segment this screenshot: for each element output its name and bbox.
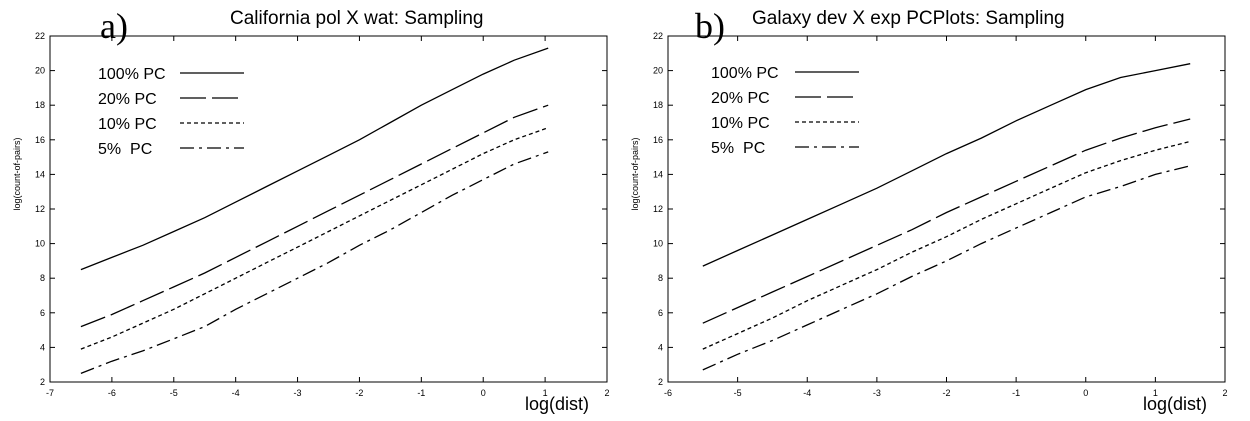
legend-label: 20% PC bbox=[711, 90, 770, 107]
series-line-3 bbox=[80, 151, 549, 375]
legend-label: 5% PC bbox=[711, 140, 765, 157]
y-tick-label: 6 bbox=[40, 308, 45, 318]
legend-label: 10% PC bbox=[98, 116, 157, 133]
plot-frame bbox=[49, 35, 608, 383]
x-tick-label: -5 bbox=[170, 388, 178, 398]
x-tick-label: -2 bbox=[942, 388, 950, 398]
y-tick-label: 16 bbox=[35, 135, 45, 145]
y-tick-label: 22 bbox=[35, 31, 45, 41]
x-tick-label: 0 bbox=[1083, 388, 1088, 398]
panel-label: a) bbox=[100, 6, 128, 46]
series-line-2 bbox=[702, 140, 1191, 350]
x-tick-label: 2 bbox=[1222, 388, 1227, 398]
y-tick-label: 8 bbox=[658, 273, 663, 283]
x-axis-label: log(dist) bbox=[1143, 394, 1207, 414]
y-tick-label: 14 bbox=[653, 169, 663, 179]
y-tick-label: 4 bbox=[658, 342, 663, 352]
legend-label: 100% PC bbox=[98, 66, 166, 83]
y-tick-label: 8 bbox=[40, 273, 45, 283]
legend-label: 5% PC bbox=[98, 141, 152, 158]
y-tick-label: 20 bbox=[653, 66, 663, 76]
series-line-0 bbox=[702, 63, 1191, 267]
x-tick-label: -4 bbox=[232, 388, 240, 398]
x-tick-label: -1 bbox=[1012, 388, 1020, 398]
y-tick-label: 10 bbox=[35, 239, 45, 249]
x-tick-label: 1 bbox=[543, 388, 548, 398]
x-tick-label: -6 bbox=[664, 388, 672, 398]
x-tick-label: -1 bbox=[417, 388, 425, 398]
y-tick-label: 2 bbox=[40, 377, 45, 387]
chart-title: California pol X wat: Sampling bbox=[230, 8, 483, 29]
y-tick-label: 14 bbox=[35, 169, 45, 179]
legend-label: 100% PC bbox=[711, 65, 779, 82]
chart-title: Galaxy dev X exp PCPlots: Sampling bbox=[752, 8, 1065, 29]
x-tick-label: -7 bbox=[46, 388, 54, 398]
panel-label: b) bbox=[695, 6, 725, 46]
plot-frame bbox=[667, 35, 1226, 383]
y-tick-label: 6 bbox=[658, 308, 663, 318]
y-tick-label: 20 bbox=[35, 66, 45, 76]
y-tick-label: 12 bbox=[35, 204, 45, 214]
series-line-1 bbox=[702, 118, 1191, 324]
x-tick-label: 2 bbox=[604, 388, 609, 398]
y-tick-label: 18 bbox=[35, 100, 45, 110]
x-tick-label: -3 bbox=[873, 388, 881, 398]
legend-label: 10% PC bbox=[711, 115, 770, 132]
x-axis-label: log(dist) bbox=[525, 394, 589, 414]
y-tick-label: 18 bbox=[653, 100, 663, 110]
legend-label: 20% PC bbox=[98, 91, 157, 108]
x-tick-label: -2 bbox=[355, 388, 363, 398]
series-line-1 bbox=[80, 104, 549, 328]
y-tick-label: 16 bbox=[653, 135, 663, 145]
x-tick-label: 1 bbox=[1153, 388, 1158, 398]
series-line-3 bbox=[702, 165, 1191, 371]
y-tick-label: 2 bbox=[658, 377, 663, 387]
x-tick-label: 0 bbox=[481, 388, 486, 398]
y-tick-label: 4 bbox=[40, 342, 45, 352]
x-tick-label: -6 bbox=[108, 388, 116, 398]
x-tick-label: -5 bbox=[734, 388, 742, 398]
y-tick-label: 10 bbox=[653, 239, 663, 249]
y-axis-label: log(count-of-pairs) bbox=[12, 137, 22, 210]
series-line-0 bbox=[80, 47, 549, 271]
series-line-2 bbox=[80, 127, 549, 350]
x-tick-label: -4 bbox=[803, 388, 811, 398]
x-tick-label: -3 bbox=[294, 388, 302, 398]
y-tick-label: 22 bbox=[653, 31, 663, 41]
y-axis-label: log(count-of-pairs) bbox=[630, 137, 640, 210]
y-tick-label: 12 bbox=[653, 204, 663, 214]
